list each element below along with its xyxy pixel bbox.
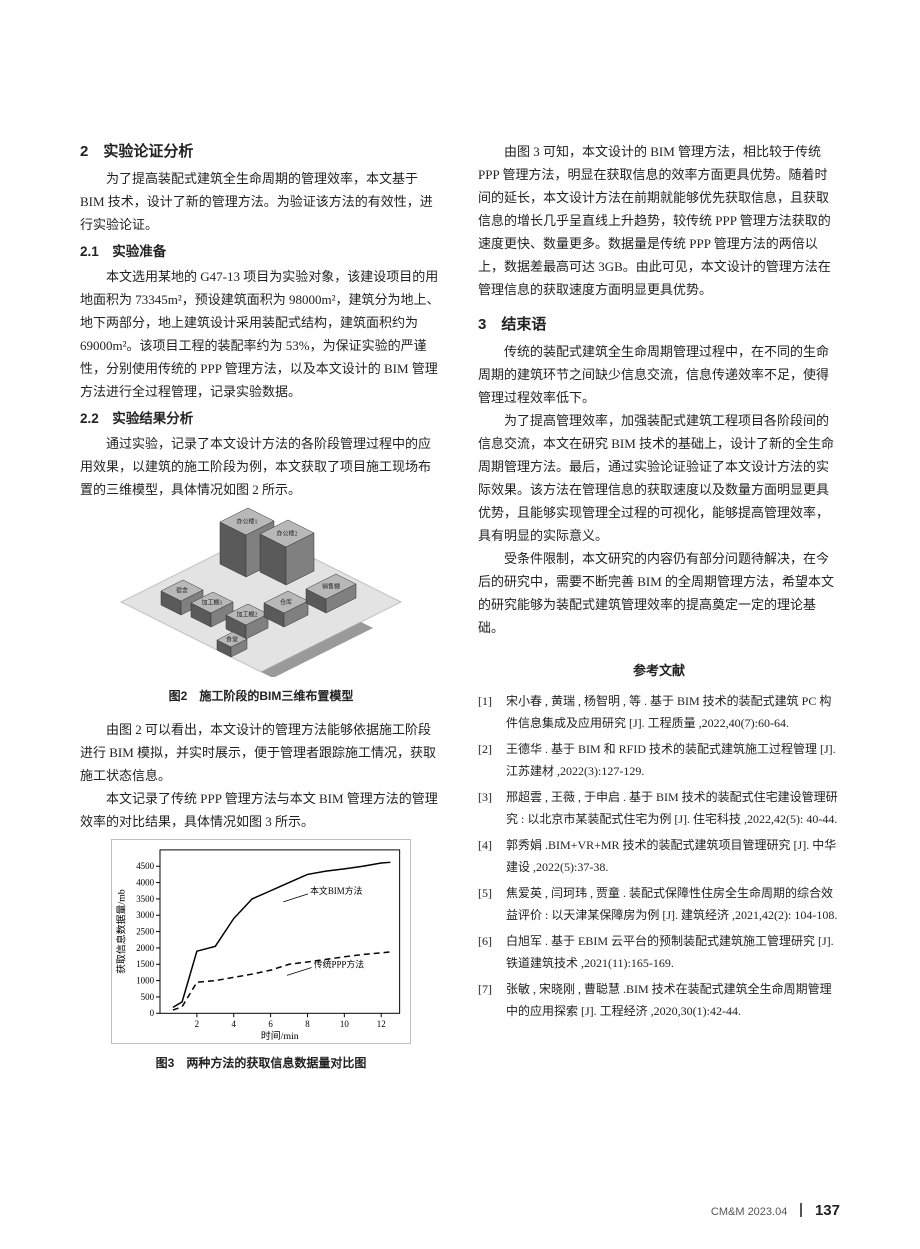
references-list: [1]宋小春 , 黄瑞 , 杨智明 , 等 . 基于 BIM 技术的装配式建筑 …: [478, 690, 840, 1022]
two-column-layout: 2 实验论证分析 为了提高装配式建筑全生命周期的管理效率，本文基于 BIM 技术…: [80, 140, 840, 1085]
reference-number: [4]: [478, 834, 506, 878]
svg-text:办公楼2: 办公楼2: [276, 530, 297, 538]
figure-2-caption: 图2 施工阶段的BIM三维布置模型: [80, 685, 442, 708]
svg-text:获取信息数据量/mb: 获取信息数据量/mb: [114, 889, 127, 974]
heading-2-2-results: 2.2 实验结果分析: [80, 407, 442, 430]
svg-text:本文BIM方法: 本文BIM方法: [310, 885, 363, 896]
right-column: 由图 3 可知，本文设计的 BIM 管理方法，相比较于传统 PPP 管理方法，明…: [478, 140, 840, 1085]
svg-text:10: 10: [340, 1019, 349, 1029]
svg-text:宿舍: 宿舍: [176, 587, 188, 595]
reference-item: [2]王德华 . 基于 BIM 和 RFID 技术的装配式建筑施工过程管理 [J…: [478, 738, 840, 782]
reference-text: 郭秀娟 .BIM+VR+MR 技术的装配式建筑项目管理研究 [J]. 中华建设 …: [506, 834, 840, 878]
reference-item: [1]宋小春 , 黄瑞 , 杨智明 , 等 . 基于 BIM 技术的装配式建筑 …: [478, 690, 840, 734]
heading-2-experiment: 2 实验论证分析: [80, 140, 442, 163]
figure-3-chart: 0 500 1000 1500 2000 2500 3000 3500 4000 4500 2 4 6 8…: [111, 839, 411, 1044]
svg-text:加工棚2: 加工棚2: [236, 611, 257, 619]
svg-text:销售棚: 销售棚: [322, 583, 340, 591]
reference-text: 邢超雲 , 王薇 , 于申启 . 基于 BIM 技术的装配式住宅建设管理研究 :…: [506, 786, 840, 830]
reference-number: [6]: [478, 930, 506, 974]
svg-text:2500: 2500: [136, 927, 154, 937]
svg-text:食堂: 食堂: [226, 636, 238, 644]
para-l5: 本文记录了传统 PPP 管理方法与本文 BIM 管理方法的管理效率的对比结果，具…: [80, 787, 442, 833]
figure-2: 办公楼1 办公楼2 宿舍加工棚1 加工棚2 仓库 销售棚食堂 图2 施工阶段的BIM三维布…: [80, 507, 442, 708]
svg-text:6: 6: [268, 1019, 273, 1029]
issue-label: CM&M 2023.04: [711, 1206, 787, 1218]
svg-text:加工棚1: 加工棚1: [201, 599, 222, 607]
svg-text:时间/min: 时间/min: [261, 1029, 299, 1042]
reference-text: 王德华 . 基于 BIM 和 RFID 技术的装配式建筑施工过程管理 [J]. …: [506, 738, 840, 782]
svg-text:4: 4: [232, 1019, 237, 1029]
reference-number: [2]: [478, 738, 506, 782]
reference-number: [5]: [478, 882, 506, 926]
reference-number: [3]: [478, 786, 506, 830]
svg-text:仓库: 仓库: [280, 598, 292, 606]
reference-item: [7]张敏 , 宋晓刚 , 曹聪慧 .BIM 技术在装配式建筑全生命周期管理中的…: [478, 978, 840, 1022]
page-number: 137: [815, 1202, 840, 1219]
svg-text:500: 500: [141, 992, 155, 1002]
para-l1: 为了提高装配式建筑全生命周期的管理效率，本文基于 BIM 技术，设计了新的管理方…: [80, 167, 442, 236]
reference-text: 宋小春 , 黄瑞 , 杨智明 , 等 . 基于 BIM 技术的装配式建筑 PC …: [506, 690, 840, 734]
heading-2-1-prep: 2.1 实验准备: [80, 240, 442, 263]
svg-text:传统PPP方法: 传统PPP方法: [314, 958, 365, 969]
reference-text: 焦爱英 , 闫珂玮 , 贾童 . 装配式保障性住房全生命周期的综合效益评价 : …: [506, 882, 840, 926]
svg-text:2000: 2000: [136, 943, 154, 953]
svg-text:1500: 1500: [136, 959, 154, 969]
svg-text:12: 12: [377, 1019, 386, 1029]
para-r3: 为了提高管理效率，加强装配式建筑工程项目各阶段间的信息交流，本文在研究 BIM …: [478, 409, 840, 547]
reference-item: [4]郭秀娟 .BIM+VR+MR 技术的装配式建筑项目管理研究 [J]. 中华…: [478, 834, 840, 878]
svg-text:办公楼1: 办公楼1: [236, 518, 257, 526]
figure-3-svg: 0 500 1000 1500 2000 2500 3000 3500 4000 4500 2 4 6 8…: [112, 840, 410, 1043]
svg-text:8: 8: [305, 1019, 310, 1029]
reference-text: 张敏 , 宋晓刚 , 曹聪慧 .BIM 技术在装配式建筑全生命周期管理中的应用探…: [506, 978, 840, 1022]
svg-text:0: 0: [150, 1008, 155, 1018]
reference-item: [6]白旭军 . 基于 EBIM 云平台的预制装配式建筑施工管理研究 [J]. …: [478, 930, 840, 974]
footer-divider: [800, 1203, 802, 1217]
svg-text:2: 2: [195, 1019, 199, 1029]
para-l2: 本文选用某地的 G47-13 项目为实验对象，该建设项目的用地面积为 73345…: [80, 265, 442, 403]
para-r2: 传统的装配式建筑全生命周期管理过程中，在不同的生命周期的建筑环节之间缺少信息交流…: [478, 340, 840, 409]
svg-text:1000: 1000: [136, 976, 154, 986]
figure-2-graphic: 办公楼1 办公楼2 宿舍加工棚1 加工棚2 仓库 销售棚食堂: [111, 507, 411, 677]
reference-item: [3]邢超雲 , 王薇 , 于申启 . 基于 BIM 技术的装配式住宅建设管理研…: [478, 786, 840, 830]
para-r1: 由图 3 可知，本文设计的 BIM 管理方法，相比较于传统 PPP 管理方法，明…: [478, 140, 840, 301]
para-l3: 通过实验，记录了本文设计方法的各阶段管理过程中的应用效果，以建筑的施工阶段为例，…: [80, 432, 442, 501]
heading-3-conclusion: 3 结束语: [478, 313, 840, 336]
reference-number: [1]: [478, 690, 506, 734]
figure-2-svg: 办公楼1 办公楼2 宿舍加工棚1 加工棚2 仓库 销售棚食堂: [111, 507, 411, 677]
page-footer: CM&M 2023.04 137: [711, 1202, 840, 1219]
reference-item: [5]焦爱英 , 闫珂玮 , 贾童 . 装配式保障性住房全生命周期的综合效益评价…: [478, 882, 840, 926]
svg-text:3500: 3500: [136, 894, 154, 904]
figure-3: 0 500 1000 1500 2000 2500 3000 3500 4000 4500 2 4 6 8…: [80, 839, 442, 1075]
svg-text:3000: 3000: [136, 910, 154, 920]
svg-text:4500: 4500: [136, 861, 154, 871]
spacer: [478, 301, 840, 313]
references-heading: 参考文献: [478, 659, 840, 682]
para-r4: 受条件限制，本文研究的内容仍有部分问题待解决，在今后的研究中，需要不断完善 BI…: [478, 547, 840, 639]
left-column: 2 实验论证分析 为了提高装配式建筑全生命周期的管理效率，本文基于 BIM 技术…: [80, 140, 442, 1085]
svg-text:4000: 4000: [136, 878, 154, 888]
reference-number: [7]: [478, 978, 506, 1022]
reference-text: 白旭军 . 基于 EBIM 云平台的预制装配式建筑施工管理研究 [J]. 铁道建…: [506, 930, 840, 974]
para-l4: 由图 2 可以看出，本文设计的管理方法能够依据施工阶段进行 BIM 模拟，并实时…: [80, 718, 442, 787]
figure-3-caption: 图3 两种方法的获取信息数据量对比图: [80, 1052, 442, 1075]
